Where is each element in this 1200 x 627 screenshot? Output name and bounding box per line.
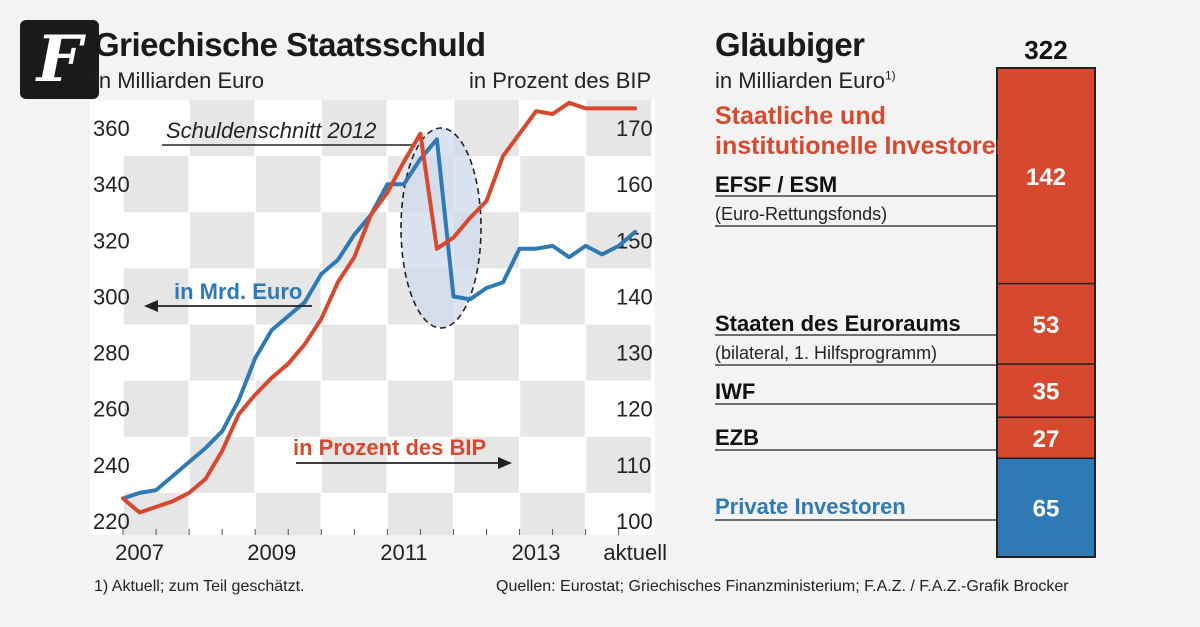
left-subtitle: in Milliarden Euro [94, 68, 264, 93]
grid-cell [189, 100, 256, 157]
bar-segment-value: 65 [1033, 496, 1060, 523]
grid-cell [255, 156, 322, 213]
bar-segment [996, 282, 1096, 365]
grid-cell [519, 156, 586, 213]
group-label-line1: Staatliche und [715, 102, 886, 130]
bar-segment-value: 27 [1033, 426, 1060, 453]
right-axis-title: in Prozent des BIP [469, 68, 652, 93]
grid-cell [321, 100, 388, 157]
y-right-tick-label: 130 [616, 341, 653, 366]
y-right-tick-label: 100 [616, 509, 653, 534]
y-right-tick-label: 140 [616, 284, 653, 309]
y-right-tick-label: 110 [616, 453, 651, 478]
grid-cell [519, 268, 586, 325]
grid-cell [585, 324, 652, 381]
bar-segment-value: 142 [1026, 164, 1066, 191]
bar-segment-value: 53 [1033, 312, 1060, 339]
bar-total-label: 322 [1024, 35, 1067, 65]
y-left-tick-label: 280 [93, 341, 130, 366]
logo-glyph: F [36, 21, 83, 97]
arrow-left-head [144, 300, 158, 312]
y-right-tick-label: 170 [616, 116, 653, 141]
grid-cell [189, 324, 256, 381]
bar-segment-note: (Euro-Rettungsfonds) [715, 204, 887, 224]
bar-segment-note: (bilateral, 1. Hilfsprogramm) [715, 343, 937, 363]
grid-cell [255, 492, 322, 535]
grid-cell [321, 436, 388, 493]
arrow-right-head [498, 457, 512, 469]
grid-cell [321, 324, 388, 381]
y-left-tick-label: 360 [93, 116, 130, 141]
grid-cell [123, 268, 190, 325]
bar-segment-label: EFSF / ESM [715, 172, 837, 197]
bar-segment-label: IWF [715, 379, 755, 404]
grid-cell [453, 436, 520, 493]
y-right-tick-label: 120 [616, 397, 653, 422]
series-label-bip: in Prozent des BIP [293, 435, 486, 460]
grid-cell [255, 380, 322, 437]
y-left-tick-label: 340 [93, 172, 130, 197]
group-label-line2: institutionelle Investoren [715, 132, 1011, 160]
bar-segment-label: Staaten des Euroraums [715, 311, 961, 336]
bar-outline [996, 67, 1096, 558]
grid-cell [453, 324, 520, 381]
grid-cell [123, 380, 190, 437]
grid-cell [387, 380, 454, 437]
x-tick-label: 2007 [115, 540, 164, 565]
grid-cell [519, 380, 586, 437]
grid-cell [585, 436, 652, 493]
left-title: Griechische Staatsschuld [94, 26, 486, 63]
x-tick-label: 2009 [247, 540, 296, 565]
series-line-bip [121, 100, 638, 515]
x-tick-label: 2011 [380, 540, 427, 565]
y-left-tick-label: 220 [93, 509, 130, 534]
y-right-tick-label: 160 [616, 172, 653, 197]
bar-segment-label: EZB [715, 425, 759, 450]
bar-segment-value: 35 [1033, 379, 1060, 406]
series-label-euro: in Mrd. Euro [174, 279, 302, 304]
grid-cell [123, 156, 190, 213]
series-line-euro [121, 137, 638, 501]
grid-cell [585, 212, 652, 269]
source-line: Quellen: Eurostat; Griechisches Finanzmi… [496, 578, 1069, 595]
grid-cell [387, 492, 454, 535]
annotation-schuldenschnitt: Schuldenschnitt 2012 [166, 118, 376, 143]
y-left-tick-label: 320 [93, 228, 130, 253]
bar-segment [996, 457, 1096, 558]
group-label-state: Staatliche und institutionelle Investoren [715, 102, 1011, 160]
grid-cell [189, 212, 256, 269]
y-left-tick-label: 260 [93, 397, 130, 422]
grid-cell [519, 492, 586, 535]
y-left-tick-label: 240 [93, 453, 130, 478]
creditors-subtitle-note: 1) [884, 68, 896, 83]
faz-logo-icon: F [20, 20, 99, 99]
bar-segment-label: Private Investoren [715, 494, 906, 519]
y-left-tick-label: 300 [93, 284, 130, 309]
haircut-ellipse [400, 127, 482, 329]
x-tick-label: aktuell [603, 540, 667, 565]
footnote: 1) Aktuell; zum Teil geschätzt. [94, 578, 305, 595]
x-tick-label: 2013 [512, 540, 561, 565]
creditors-subtitle: in Milliarden Euro1) [715, 68, 896, 94]
creditors-subtitle-text: in Milliarden Euro [715, 68, 885, 93]
creditors-title: Gläubiger [715, 26, 865, 63]
